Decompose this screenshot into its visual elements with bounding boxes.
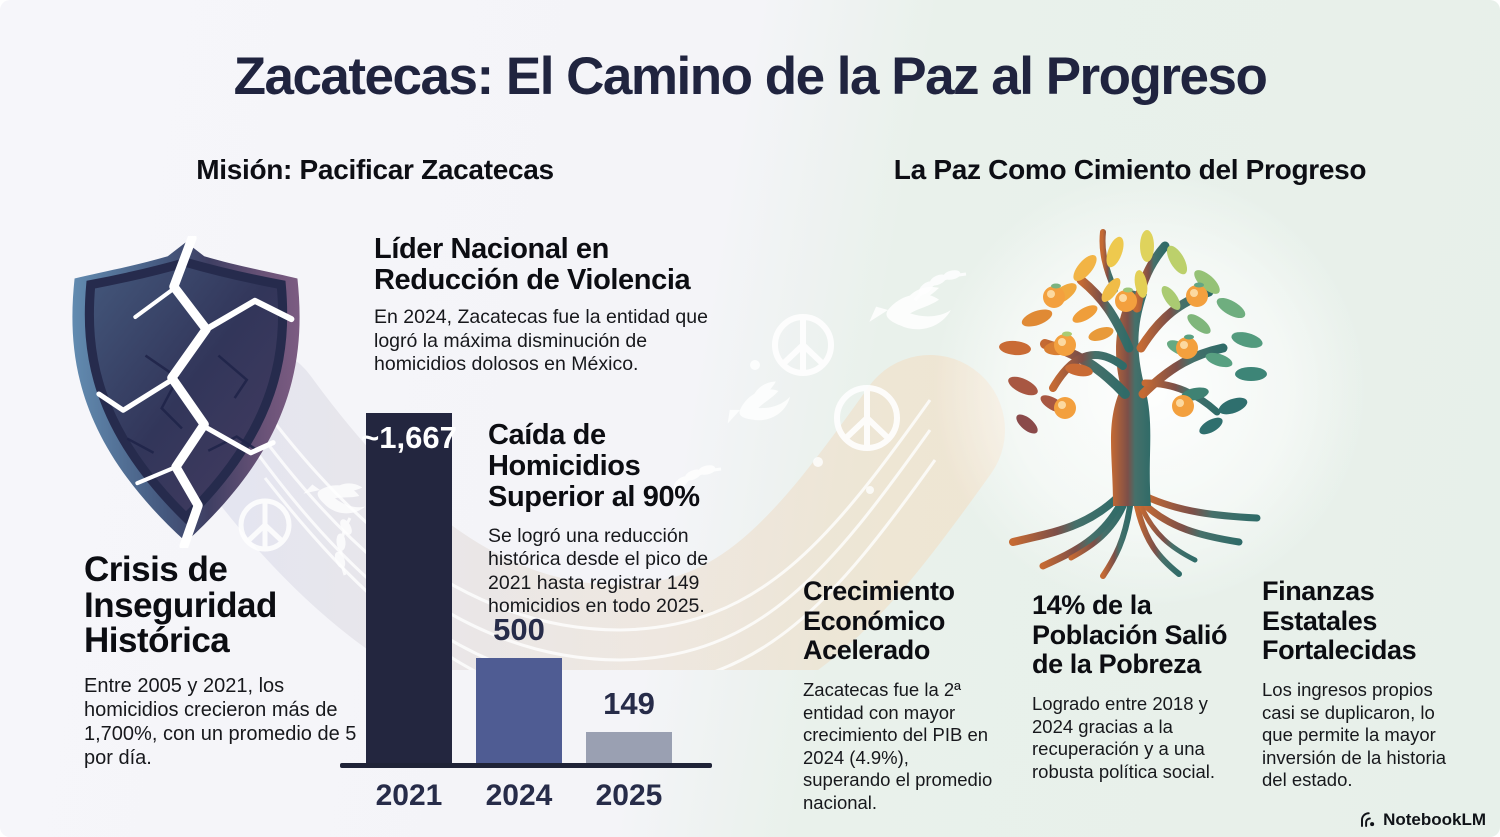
page-title: Zacatecas: El Camino de la Paz al Progre… (233, 47, 1268, 106)
crisis-body: Entre 2005 y 2021, los homicidios crecie… (84, 675, 357, 770)
footer-brand: NotebookLM (1359, 810, 1486, 830)
poverty-body: Logrado entre 2018 y 2024 gracias a la r… (1032, 693, 1216, 782)
lider-block: Líder Nacional en Reducción de Violencia… (374, 234, 719, 377)
caida-body: Se logró una reducción histórica desde e… (488, 525, 709, 618)
bar-rect: 149 (586, 686, 672, 763)
bar-value-label: 149 (603, 686, 655, 721)
crisis-block: Crisis de Inseguridad Histórica Entre 20… (84, 552, 374, 770)
caida-heading: Caída de Homicidios Superior al 90% (488, 419, 700, 514)
lider-heading: Líder Nacional en Reducción de Violencia (374, 233, 691, 296)
tree-leaves (999, 230, 1267, 435)
broken-shield-icon (72, 236, 300, 548)
bar-year-label: 2021 (375, 779, 443, 812)
tree-fruits (1043, 282, 1208, 419)
notebooklm-logo-icon (1361, 812, 1375, 827)
economy-heading: Crecimiento Económico Acelerado (803, 576, 955, 666)
finances-body: Los ingresos propios casi se duplicaron,… (1262, 679, 1447, 791)
peace-symbol-icon (772, 314, 834, 376)
peace-tree-icon (999, 229, 1267, 579)
economy-body: Zacatecas fue la 2ª entidad con mayor cr… (803, 679, 993, 813)
bar-year-label: 2024 (485, 779, 553, 812)
bar-rect: 500 (476, 612, 562, 763)
chart-baseline (340, 763, 712, 768)
bar-2025: 149 2025 (586, 686, 672, 812)
poverty-heading: 14% de la Población Salió de la Pobreza (1032, 590, 1228, 680)
lider-body: En 2024, Zacatecas fue la entidad que lo… (374, 306, 708, 376)
bar-year-label: 2025 (595, 779, 663, 812)
poverty-column: 14% de la Población Salió de la Pobreza … (1032, 590, 1250, 783)
finances-column: Finanzas Estatales Fortalecidas Los ingr… (1262, 576, 1460, 792)
bar-value-label: ~1,667 (361, 420, 457, 455)
bar-rect: ~1,667 (361, 413, 457, 763)
footer-brand-label: NotebookLM (1383, 810, 1486, 829)
finances-heading: Finanzas Estatales Fortalecidas (1262, 576, 1417, 666)
bar-2021: ~1,667 2021 (361, 413, 457, 812)
peace-symbol-icon (834, 385, 900, 451)
left-section-header: Misión: Pacificar Zacatecas (196, 154, 554, 185)
crisis-heading: Crisis de Inseguridad Histórica (84, 550, 277, 661)
bar-2024: 500 2024 (476, 612, 562, 812)
economy-column: Crecimiento Económico Acelerado Zacateca… (803, 576, 1001, 814)
caida-block: Caída de Homicidios Superior al 90% Se l… (488, 419, 746, 619)
